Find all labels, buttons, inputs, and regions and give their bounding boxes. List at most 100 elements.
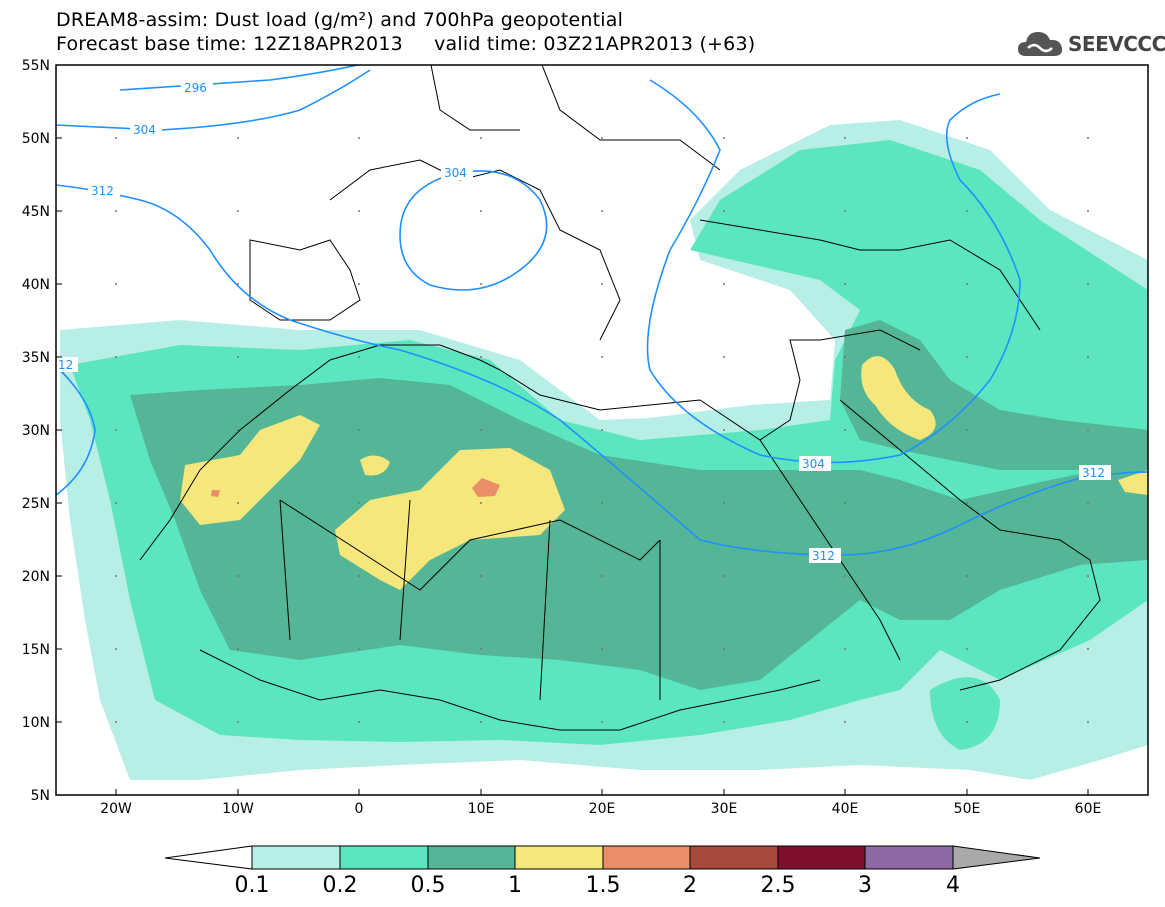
grid-dot [601, 356, 603, 358]
dust-region-1-d [861, 356, 936, 440]
lon-label: 30E [711, 801, 738, 817]
lat-label: 25N [22, 496, 50, 512]
grid-dot [966, 210, 968, 212]
contour-label: 304 [133, 123, 156, 137]
colorbar-bin [602, 845, 691, 870]
seevccc-logo: SEEVCCC [1016, 24, 1165, 64]
lon-label: 10W [222, 801, 254, 817]
colorbar-bin [689, 845, 779, 870]
grid-dot [723, 283, 725, 285]
grid-dot [601, 575, 603, 577]
grid-dot [358, 283, 360, 285]
colorbar-label: 2.5 [761, 873, 796, 898]
colorbar-bin [427, 845, 516, 870]
grid-dot [480, 721, 482, 723]
grid-dot [237, 721, 239, 723]
grid-dot [966, 575, 968, 577]
lat-label: 30N [22, 423, 50, 439]
dust-region-1-e [1118, 470, 1148, 495]
grid-dot [844, 137, 846, 139]
grid-dot [115, 721, 117, 723]
grid-dots [115, 137, 1089, 723]
grid-dot [966, 356, 968, 358]
grid-dot [966, 429, 968, 431]
dust-region-1-b [360, 455, 390, 476]
grid-dot [966, 137, 968, 139]
grid-dot [966, 283, 968, 285]
grid-dot [237, 575, 239, 577]
contour-label: 304 [802, 457, 825, 471]
grid-dot [601, 721, 603, 723]
colorbar-label: 2 [683, 873, 697, 898]
contour-labels: 296 304 312 304 12 304 312 312 [56, 80, 1111, 563]
lat-label: 40N [22, 277, 50, 293]
dust-region-1-a [180, 415, 320, 525]
lat-label: 55N [22, 58, 50, 74]
grid-dot [723, 575, 725, 577]
contour-label: 312 [91, 184, 114, 198]
lon-label: 10E [468, 801, 495, 817]
contour-296 [119, 65, 361, 91]
grid-dot [115, 210, 117, 212]
colorbar: 0.1 0.2 0.5 1 1.5 2 2.5 3 4 [164, 845, 1041, 898]
grid-dot [1087, 210, 1089, 212]
grid-dot [1087, 721, 1089, 723]
grid-dot [966, 502, 968, 504]
grid-dot [480, 210, 482, 212]
contour-label: 304 [444, 166, 467, 180]
grid-dot [844, 283, 846, 285]
colorbar-label: 3 [858, 873, 872, 898]
grid-dot [1087, 648, 1089, 650]
grid-dot [480, 137, 482, 139]
lat-label: 10N [22, 715, 50, 731]
colorbar-label: 0.1 [235, 873, 270, 898]
grid-dot [237, 502, 239, 504]
lat-label: 5N [31, 788, 50, 804]
borders [139, 65, 1101, 731]
lon-label: 20E [589, 801, 616, 817]
grid-dot [1087, 429, 1089, 431]
grid-dot [480, 575, 482, 577]
cloud-icon [1018, 32, 1063, 56]
grid-dot [966, 721, 968, 723]
lon-label: 40E [832, 801, 859, 817]
contour-304-cutoff [399, 170, 548, 291]
grid-dot [115, 502, 117, 504]
lon-label: 0 [355, 801, 364, 817]
grid-dot [844, 356, 846, 358]
grid-dot [601, 210, 603, 212]
colorbar-underflow [164, 845, 253, 870]
grid-dot [237, 210, 239, 212]
colorbar-overflow [952, 845, 1041, 870]
dust-region-1-c [335, 448, 565, 590]
grid-dot [601, 283, 603, 285]
grid-dot [723, 137, 725, 139]
grid-dot [844, 648, 846, 650]
grid-dot [115, 575, 117, 577]
colorbar-label: 0.2 [323, 873, 358, 898]
grid-dot [601, 137, 603, 139]
grid-dot [844, 721, 846, 723]
grid-dot [723, 502, 725, 504]
lat-label: 15N [22, 642, 50, 658]
contour-label: 312 [1082, 466, 1105, 480]
lon-label: 60E [1075, 801, 1102, 817]
grid-dot [358, 502, 360, 504]
grid-dot [844, 429, 846, 431]
colorbar-bin [339, 845, 429, 870]
grid-dot [237, 356, 239, 358]
grid-dot [601, 429, 603, 431]
lat-label: 35N [22, 350, 50, 366]
longitude-axis: 20W 10W 0 10E 20E 30E 40E 50E 60E [100, 789, 1101, 817]
geopotential-contours [56, 65, 1148, 556]
grid-dot [723, 721, 725, 723]
grid-dot [601, 648, 603, 650]
grid-dot [480, 502, 482, 504]
contour-label: 12 [58, 358, 73, 372]
grid-dot [601, 502, 603, 504]
colorbar-bin [864, 845, 954, 870]
grid-dot [723, 356, 725, 358]
dust-region-0.2-b [930, 677, 1000, 750]
grid-dot [844, 210, 846, 212]
